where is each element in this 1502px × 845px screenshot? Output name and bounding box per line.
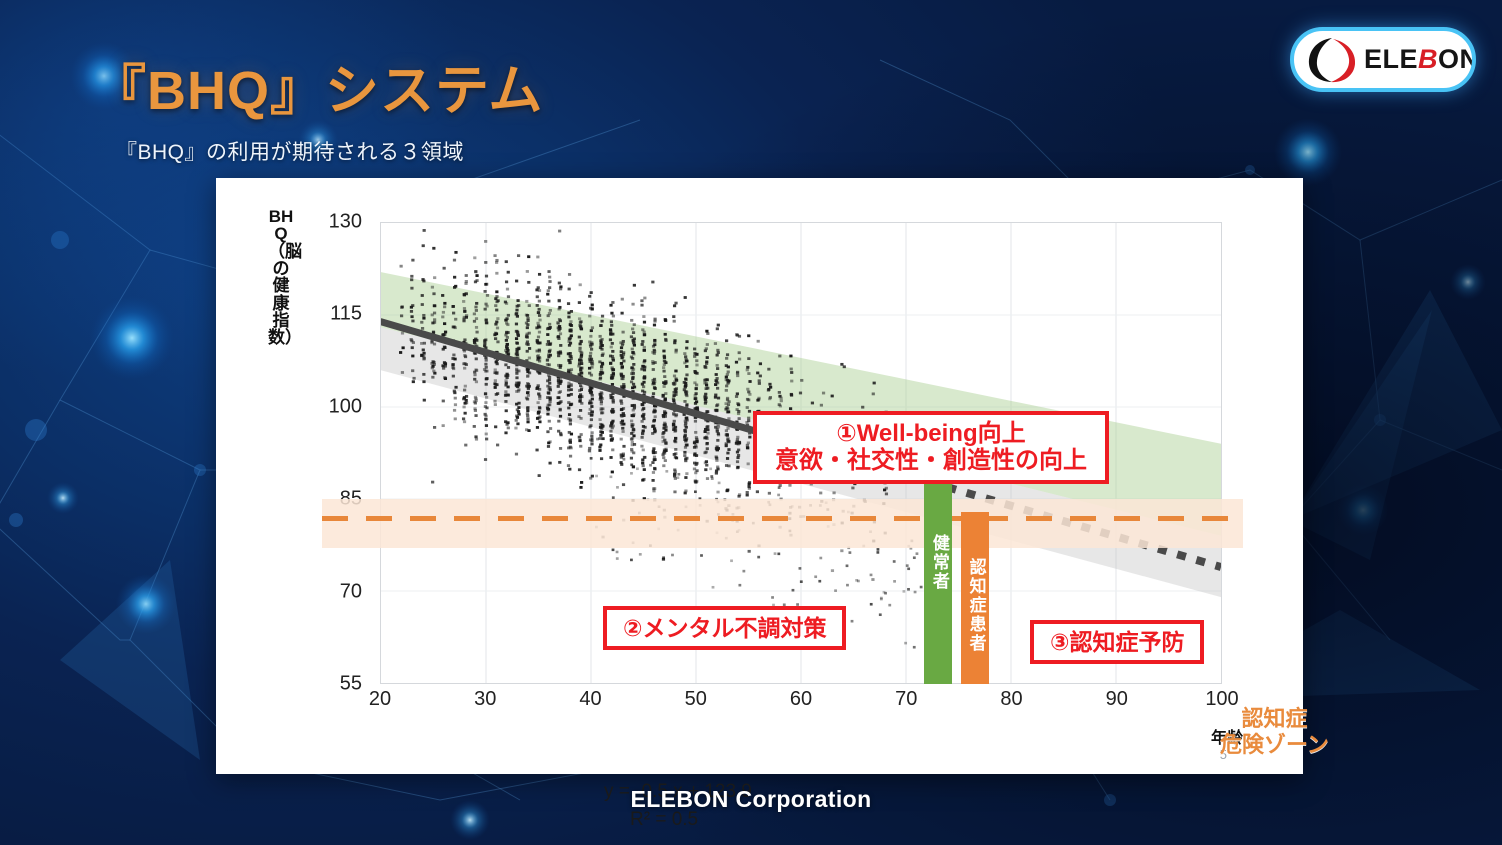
page-title: 『BHQ』システム bbox=[92, 61, 544, 121]
chart-card: BHQ（脳の健康指数） 130115100857055 203040506070… bbox=[216, 178, 1329, 830]
elebon-logo: ELEBON bbox=[1290, 27, 1476, 92]
callout-wellbeing: ①Well-being向上 意欲・社交性・創造性の向上 bbox=[753, 411, 1109, 484]
regression-formula: y = -0.5 x + 123.9 bbox=[604, 781, 752, 802]
x-tick-100: 100 bbox=[1205, 688, 1239, 710]
x-tick-20: 20 bbox=[368, 688, 392, 710]
danger-zone-band bbox=[322, 499, 1243, 549]
callout-mental-health-line1: ②メンタル不調対策 bbox=[623, 615, 827, 641]
y-tick-70: 70 bbox=[339, 580, 362, 603]
swoosh-icon bbox=[1308, 37, 1356, 82]
logo-text-ele: ELE bbox=[1364, 44, 1419, 74]
danger-threshold-line bbox=[322, 515, 1243, 521]
y-axis-ticks: 130115100857055 bbox=[304, 178, 362, 774]
callout-wellbeing-line2: 意欲・社交性・創造性の向上 bbox=[775, 447, 1087, 475]
y-tick-115: 115 bbox=[330, 302, 362, 325]
logo-wordmark: ELEBON bbox=[1364, 44, 1476, 74]
x-tick-90: 90 bbox=[1105, 688, 1128, 710]
y-tick-130: 130 bbox=[328, 210, 362, 233]
dementia-bar: 認知症患者 bbox=[960, 511, 989, 684]
slide-header: 『BHQ』システム 『BHQ』の利用が期待される３領域 ELEBON bbox=[0, 0, 1502, 180]
y-axis-title: BHQ（脳の健康指数） bbox=[268, 207, 302, 348]
footer-company: ELEBON Corporation bbox=[630, 786, 872, 812]
x-tick-60: 60 bbox=[789, 688, 813, 710]
x-tick-40: 40 bbox=[579, 688, 602, 710]
callout-wellbeing-line1: ①Well-being向上 bbox=[836, 420, 1026, 447]
x-tick-70: 70 bbox=[895, 688, 918, 710]
page-number: 5 bbox=[1219, 747, 1227, 762]
danger-zone-label: 認知症 危険ゾーン bbox=[1220, 706, 1329, 758]
callout-dementia-prevention-line1: ③認知症予防 bbox=[1050, 629, 1185, 655]
danger-zone-label-line2: 危険ゾーン bbox=[1220, 731, 1329, 757]
page-subtitle: 『BHQ』の利用が期待される３領域 bbox=[116, 141, 465, 164]
x-tick-50: 50 bbox=[684, 688, 707, 710]
callout-dementia-prevention: ③認知症予防 bbox=[1030, 620, 1205, 665]
y-tick-100: 100 bbox=[328, 395, 362, 418]
regression-equation: y = -0.5 x + 123.9 R² = 0.5 bbox=[604, 778, 752, 833]
callout-mental-health: ②メンタル不調対策 bbox=[603, 606, 847, 651]
x-axis-title: 年齢 bbox=[1210, 730, 1243, 747]
x-tick-30: 30 bbox=[474, 688, 497, 710]
regression-r2: R² = 0.5 bbox=[630, 808, 699, 830]
x-tick-80: 80 bbox=[1000, 688, 1023, 710]
y-tick-55: 55 bbox=[339, 672, 362, 695]
danger-zone-label-line1: 認知症 bbox=[1241, 706, 1308, 731]
x-axis-ticks: 20 30 40 50 60 70 80 90 100 bbox=[216, 688, 1303, 718]
logo-text-on: ON bbox=[1438, 44, 1476, 74]
logo-text-b: B bbox=[1418, 44, 1439, 74]
